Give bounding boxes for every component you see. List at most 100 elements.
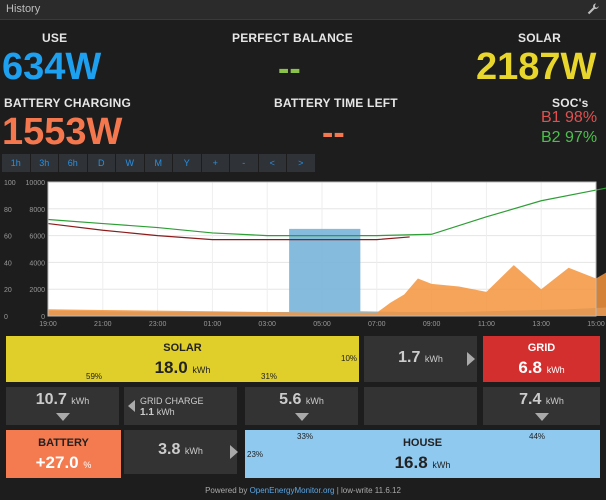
footer-prefix: Powered by <box>205 486 250 495</box>
y-tick-right: 60 <box>4 234 12 241</box>
series-line-2 <box>47 187 606 237</box>
range-toolbar: 1h 3h 6h D W M Y + - < > <box>2 154 316 172</box>
range-button-4[interactable]: W <box>116 154 145 172</box>
solar-pct-left: 59% <box>86 372 103 381</box>
footer-suffix: | low-write 11.6.12 <box>334 486 401 495</box>
battery-tile-title: BATTERY <box>38 437 89 449</box>
x-tick: 07:00 <box>368 321 386 328</box>
x-tick: 03:00 <box>258 321 276 328</box>
y-tick-right: 20 <box>4 287 12 294</box>
solar-label: SOLAR <box>518 31 561 45</box>
soc-b2: B2 97% <box>541 129 598 146</box>
grid-house-tile: 7.4 kWh <box>483 387 600 425</box>
x-tick: 01:00 <box>204 321 222 328</box>
range-button-10[interactable]: > <box>287 154 316 172</box>
y-tick-left: 2000 <box>29 287 45 294</box>
range-button-8[interactable]: - <box>230 154 259 172</box>
solar-house-value: 5.6 kWh <box>279 391 324 408</box>
grid-tile-value: 6.8 kWh <box>518 358 565 377</box>
range-button-0[interactable]: 1h <box>2 154 31 172</box>
grid-charge-value: 1.1 kWh <box>140 407 175 418</box>
grid-charge-label: GRID CHARGE <box>140 396 204 406</box>
balance-label: PERFECT BALANCE <box>232 31 354 45</box>
solar-pct-mid: 31% <box>261 372 278 381</box>
solar-tile-value: 18.0 kWh <box>154 358 211 377</box>
solar-pct-right: 10% <box>341 354 358 363</box>
solar-tile-title: SOLAR <box>163 342 202 354</box>
solar-down-value: 10.7 kWh <box>35 391 90 408</box>
range-button-6[interactable]: Y <box>173 154 202 172</box>
arrow-down-icon <box>295 413 309 421</box>
x-tick: 13:00 <box>532 321 550 328</box>
y-tick-right: 40 <box>4 260 12 267</box>
series-area-1 <box>48 265 606 316</box>
use-label: USE <box>42 31 68 45</box>
series-area-0 <box>48 228 606 316</box>
history-chart-svg: 0 0 2000 20 4000 40 6000 60 8000 80 10000 100 19:00 2… <box>4 180 606 328</box>
y-tick-right: 80 <box>4 207 12 214</box>
x-tick: 21:00 <box>94 321 112 328</box>
page-title: History <box>6 3 41 15</box>
x-tick: 05:00 <box>313 321 331 328</box>
house-pct-right: 44% <box>529 432 546 441</box>
footer: Powered by OpenEnergyMonitor.org | low-w… <box>0 486 606 495</box>
x-tick: 09:00 <box>423 321 441 328</box>
x-tick: 15:00 <box>587 321 605 328</box>
footer-link[interactable]: OpenEnergyMonitor.org <box>249 486 335 495</box>
range-button-9[interactable]: < <box>258 154 287 172</box>
y-tick-right: 100 <box>4 180 16 187</box>
empty-tile <box>364 387 477 425</box>
balance-value: -- <box>278 50 301 88</box>
timeleft-label: BATTERY TIME LEFT <box>274 96 398 110</box>
y-tick-left: 10000 <box>26 180 46 187</box>
battery-house-value: 3.8 kWh <box>158 441 203 458</box>
y-tick-left: 4000 <box>29 260 45 267</box>
plot-border <box>47 181 597 317</box>
timeleft-value: -- <box>322 114 345 152</box>
grid-tile: GRID 6.8 kWh <box>483 336 600 382</box>
soc-b1: B1 98% <box>541 109 598 126</box>
x-tick: 11:00 <box>478 321 495 328</box>
solar-tile: SOLAR 18.0 kWh 59% 31% 10% <box>6 336 359 382</box>
use-value: 634W <box>2 46 102 88</box>
house-tile-title: HOUSE <box>402 437 443 449</box>
grid-tile-title: GRID <box>527 342 556 354</box>
house-tile: HOUSE 16.8 kWh 23% 33% 44% <box>245 430 600 478</box>
charging-label: BATTERY CHARGING <box>4 96 131 110</box>
solar-value: 2187W <box>476 46 597 88</box>
grid-charge-tile: GRID CHARGE 1.1 kWh <box>124 387 237 425</box>
range-button-1[interactable]: 3h <box>30 154 59 172</box>
soc-label: SOC's <box>552 96 589 110</box>
range-button-3[interactable]: D <box>87 154 116 172</box>
house-pct-left: 23% <box>247 450 264 459</box>
range-button-7[interactable]: + <box>201 154 230 172</box>
arrow-left-icon <box>128 400 135 412</box>
history-chart[interactable]: 0 0 2000 20 4000 40 6000 60 8000 80 10000 100 19:00 2… <box>0 176 606 332</box>
arrow-right-icon <box>230 445 238 459</box>
y-tick-left: 6000 <box>29 234 45 241</box>
arrow-right-icon <box>467 352 475 366</box>
y-tick-left: 0 <box>41 314 45 321</box>
solar-house-tile: 5.6 kWh <box>245 387 358 425</box>
arrow-down-icon <box>535 413 549 421</box>
y-tick-right: 0 <box>4 314 8 321</box>
range-button-2[interactable]: 6h <box>59 154 88 172</box>
x-tick: 23:00 <box>149 321 167 328</box>
charging-value: 1553W <box>2 111 123 153</box>
solar-to-grid-tile: 1.7 kWh <box>364 336 477 382</box>
battery-tile-value: +27.0 % <box>35 453 92 472</box>
arrow-down-icon <box>56 413 70 421</box>
grid-house-value: 7.4 kWh <box>519 391 564 408</box>
solar-to-grid-value: 1.7 kWh <box>398 349 443 366</box>
battery-tile: BATTERY +27.0 % <box>6 430 121 478</box>
range-button-5[interactable]: M <box>144 154 173 172</box>
house-pct-mid: 33% <box>297 432 314 441</box>
solar-down-tile: 10.7 kWh <box>6 387 119 425</box>
series-line-3 <box>47 222 410 241</box>
wrench-icon[interactable] <box>586 2 600 16</box>
house-tile-value: 16.8 kWh <box>394 453 451 472</box>
battery-house-tile: 3.8 kWh <box>124 430 238 474</box>
y-tick-left: 8000 <box>29 207 45 214</box>
x-tick: 19:00 <box>39 321 57 328</box>
top-bar: History <box>0 0 606 20</box>
